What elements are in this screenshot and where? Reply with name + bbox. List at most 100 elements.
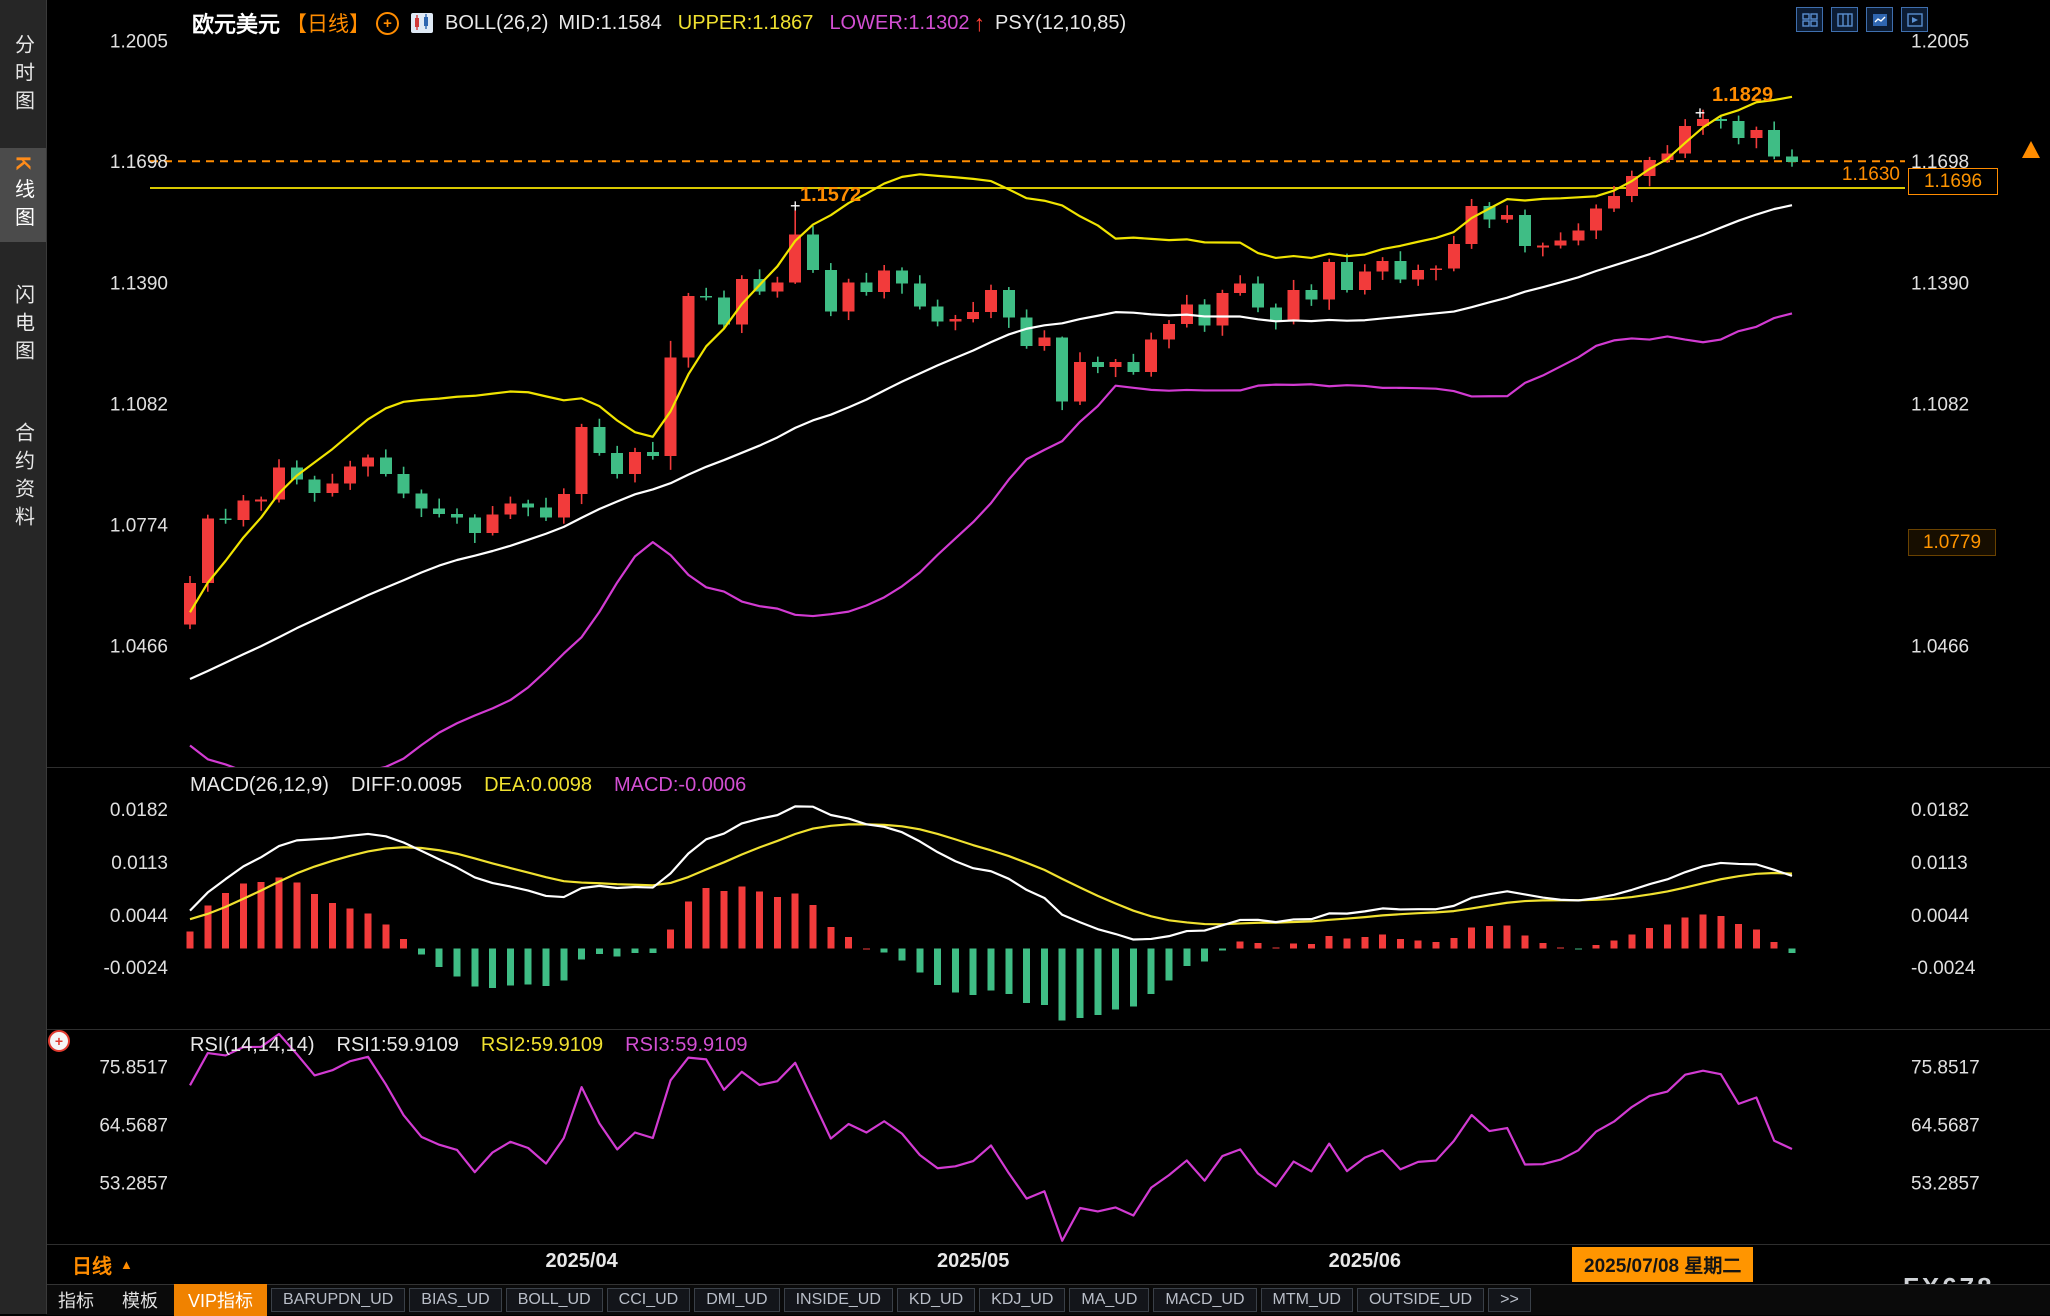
tab-vip-indicators[interactable]: VIP指标: [174, 1284, 268, 1316]
boll-upper-value: UPPER:1.1867: [677, 11, 814, 34]
tab-boll-ud[interactable]: BOLL_UD: [505, 1288, 603, 1312]
tab-templates[interactable]: 模板: [122, 1291, 158, 1311]
svg-text:+: +: [790, 196, 801, 216]
tab-bias-ud[interactable]: BIAS_UD: [409, 1288, 502, 1312]
svg-text:1.1082: 1.1082: [1911, 394, 1969, 415]
tab-indicators[interactable]: 指标: [58, 1291, 94, 1311]
month-axis-label: 2025/05: [937, 1250, 1010, 1272]
target-icon[interactable]: +: [48, 1030, 70, 1052]
tab-ma-ud[interactable]: MA_UD: [1069, 1288, 1150, 1312]
last-price-label: 1.1696: [1908, 168, 1998, 195]
tab-barupdn-ud[interactable]: BARUPDN_UD: [271, 1288, 406, 1312]
boll-lower-value: LOWER:1.1302: [829, 11, 970, 34]
rsi1-value: RSI1:59.9109: [336, 1034, 459, 1056]
period-selector-label: 日线: [72, 1256, 112, 1278]
svg-text:1.1698: 1.1698: [110, 152, 168, 173]
macd-legend: MACD(26,12,9) DIFF:0.0095 DEA:0.0098 MAC…: [190, 774, 746, 797]
svg-text:53.2857: 53.2857: [1911, 1174, 1980, 1195]
low-level-label: 1.0779: [1908, 529, 1996, 556]
tab-dmi-ud[interactable]: DMI_UD: [694, 1288, 780, 1312]
tab-inside-ud[interactable]: INSIDE_UD: [783, 1288, 893, 1312]
svg-text:0.0182: 0.0182: [110, 800, 168, 821]
tab-kdj-ud[interactable]: KDJ_UD: [979, 1288, 1066, 1312]
svg-text:0.0044: 0.0044: [1911, 906, 1970, 927]
indicator-tab-bar: 指标 模板 VIP指标 BARUPDN_UD BIAS_UD BOLL_UD CCI_…: [46, 1284, 2050, 1316]
swing-high-annotation: 1.1572: [800, 184, 862, 206]
high-price-annotation: 1.1829: [1712, 84, 1774, 106]
rsi-params-label: RSI(14,14,14): [190, 1034, 315, 1056]
svg-text:0.0044: 0.0044: [110, 906, 169, 927]
panel-divider: [0, 1244, 2050, 1245]
expand-pane-icon[interactable]: [1901, 7, 1928, 32]
layout-icon-group: [1796, 7, 1928, 32]
layout-panes-icon[interactable]: [1831, 7, 1858, 32]
svg-text:75.8517: 75.8517: [99, 1058, 168, 1079]
up-arrow-icon: ↑: [973, 9, 986, 36]
svg-text:1.2005: 1.2005: [110, 32, 168, 53]
macd-diff-value: DIFF:0.0095: [350, 774, 463, 796]
panel-divider: [0, 767, 2050, 768]
sidebar-item-contract-info[interactable]: 合约资料: [0, 414, 46, 542]
main-candlestick-chart[interactable]: 1.2005 1.1698 1.1390 1.1082 1.0774 1.0466 1.20…: [0, 0, 2050, 768]
sidebar-item-time-chart[interactable]: 分时图: [0, 26, 46, 126]
macd-hist-value: MACD:-0.0006: [613, 774, 747, 796]
sidebar-item-label: K线图: [11, 156, 34, 235]
sidebar-item-kline-chart[interactable]: K线图: [0, 148, 46, 243]
chart-pane-icon[interactable]: [1866, 7, 1893, 32]
period-selector[interactable]: 日线 ▲: [72, 1250, 133, 1279]
psy-params-label: PSY(12,10,85): [995, 11, 1127, 34]
macd-panel-chart[interactable]: 0.0182 0.0182 0.0113 0.0113 0.0044 0.0044 -0.0…: [0, 768, 2050, 1030]
sidebar-item-label: 闪电图: [11, 284, 34, 368]
svg-text:0.0182: 0.0182: [1911, 800, 1969, 821]
symbol-title: 欧元美元: [192, 12, 281, 37]
svg-text:1.1390: 1.1390: [110, 273, 168, 294]
svg-text:1.0774: 1.0774: [110, 516, 169, 537]
tab-more[interactable]: >>: [1488, 1288, 1531, 1312]
svg-text:1.1082: 1.1082: [110, 394, 168, 415]
rsi2-value: RSI2:59.9109: [480, 1034, 604, 1056]
svg-text:1.0466: 1.0466: [110, 637, 168, 658]
add-circle-icon[interactable]: +: [376, 11, 400, 35]
svg-text:1.1390: 1.1390: [1911, 273, 1969, 294]
month-axis-label: 2025/04: [545, 1250, 618, 1272]
layout-grid-icon[interactable]: [1796, 7, 1823, 32]
svg-text:1.1698: 1.1698: [1911, 152, 1969, 173]
cursor-date-label: 2025/07/08 星期二: [1572, 1247, 1754, 1282]
svg-text:0.0113: 0.0113: [111, 853, 168, 874]
tab-outside-ud[interactable]: OUTSIDE_UD: [1356, 1288, 1485, 1312]
svg-text:-0.0024: -0.0024: [1911, 958, 1976, 979]
rsi3-value: RSI3:59.9109: [625, 1034, 748, 1056]
boll-params-label: BOLL(26,2): [445, 11, 549, 34]
sidebar-item-lightning-chart[interactable]: 闪电图: [0, 276, 46, 376]
svg-text:64.5687: 64.5687: [99, 1116, 168, 1137]
svg-text:53.2857: 53.2857: [99, 1174, 168, 1195]
macd-dea-value: DEA:0.0098: [484, 774, 592, 796]
svg-text:1.0466: 1.0466: [1911, 637, 1969, 658]
macd-params-label: MACD(26,12,9): [190, 774, 329, 796]
month-axis-label: 2025/06: [1328, 1250, 1401, 1272]
tab-macd-ud[interactable]: MACD_UD: [1153, 1288, 1257, 1312]
level-line-label: 1.1630: [1841, 164, 1900, 185]
period-tag: 【日线】: [286, 13, 371, 36]
rsi-panel-chart[interactable]: 75.8517 75.8517 64.5687 64.5687 53.2857 53.28…: [0, 1030, 2050, 1244]
scroll-to-latest-arrow[interactable]: [2022, 141, 2040, 158]
svg-text:1.2005: 1.2005: [1911, 32, 1969, 53]
svg-text:0.0113: 0.0113: [1911, 853, 1968, 874]
boll-mid-value: MID:1.1584: [558, 11, 662, 34]
svg-text:64.5687: 64.5687: [1911, 1116, 1980, 1137]
svg-text:-0.0024: -0.0024: [104, 958, 169, 979]
tab-mtm-ud[interactable]: MTM_UD: [1260, 1288, 1353, 1312]
sidebar-item-label: 分时图: [11, 34, 34, 118]
svg-text:75.8517: 75.8517: [1911, 1058, 1980, 1079]
rsi-legend: RSI(14,14,14) RSI1:59.9109 RSI2:59.9109 …: [190, 1034, 748, 1057]
chart-header: 欧元美元 【日线】 + BOLL(26,2) MID:1.1584 UPPER:…: [46, 0, 2050, 46]
triangle-up-icon: ▲: [120, 1257, 133, 1272]
tab-cci-ud[interactable]: CCI_UD: [606, 1288, 691, 1312]
panel-divider: [0, 1029, 2050, 1030]
tab-kd-ud[interactable]: KD_UD: [896, 1288, 976, 1312]
candlestick-mini-icon[interactable]: [411, 13, 434, 33]
left-sidebar: 分时图 K线图 闪电图 合约资料: [0, 0, 47, 1314]
svg-text:+: +: [1695, 103, 1706, 123]
sidebar-item-label: 合约资料: [11, 422, 34, 534]
